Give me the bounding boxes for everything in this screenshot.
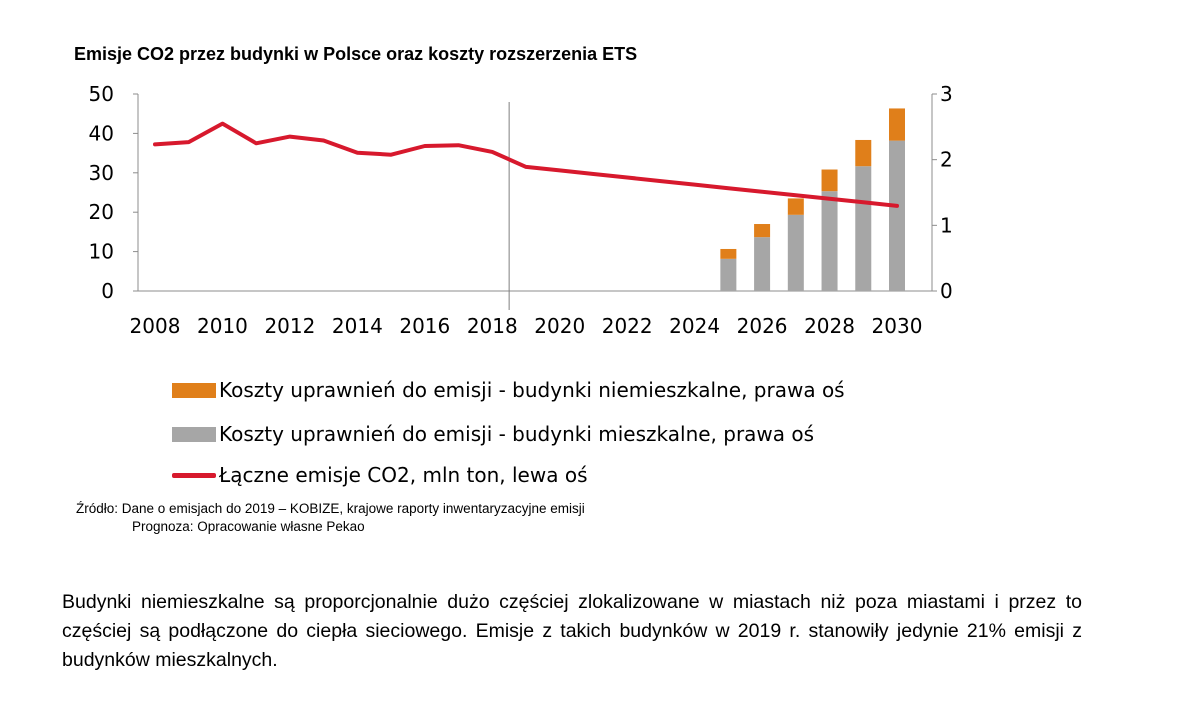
bar-residential-2025 xyxy=(720,258,737,291)
legend-label-residential: Koszty uprawnień do emisji - budynki mie… xyxy=(219,422,815,446)
right-tick-label: 2 xyxy=(940,148,953,172)
x-tick-label: 2012 xyxy=(264,314,315,338)
bar-nonresidential-2025 xyxy=(720,248,737,259)
bar-residential-2028 xyxy=(821,191,838,291)
x-tick-label: 2016 xyxy=(399,314,450,338)
x-tick-label: 2010 xyxy=(197,314,248,338)
left-tick-label: 10 xyxy=(89,240,114,264)
legend-swatch-residential xyxy=(172,426,216,442)
bar-nonresidential-2029 xyxy=(855,139,872,167)
left-tick-label: 0 xyxy=(101,279,114,303)
source-line-2: Prognoza: Opracowanie własne Pekao xyxy=(132,519,365,534)
bar-nonresidential-2027 xyxy=(787,198,804,215)
bar-residential-2030 xyxy=(889,140,905,291)
x-tick-label: 2014 xyxy=(332,314,383,338)
legend-swatch-nonresidential xyxy=(172,382,216,398)
left-tick-label: 20 xyxy=(89,200,114,224)
source-line-1: Źródło: Dane o emisjach do 2019 – KOBIZE… xyxy=(76,501,585,516)
body-paragraph: Budynki niemieszkalne są proporcjonalnie… xyxy=(62,591,1082,671)
legend-item-nonresidential: Koszty uprawnień do emisji - budynki nie… xyxy=(172,377,845,403)
right-tick-label: 3 xyxy=(940,82,953,106)
x-tick-label: 2028 xyxy=(804,314,855,338)
chart-axes xyxy=(137,94,933,310)
x-tick-label: 2018 xyxy=(467,314,518,338)
chart-title: Emisje CO2 przez budynki w Polsce oraz k… xyxy=(74,44,638,64)
legend-item-residential: Koszty uprawnień do emisji - budynki mie… xyxy=(172,421,814,447)
legend-label-emissions: Łączne emisje CO2, mln ton, lewa oś xyxy=(219,463,588,487)
emissions-line xyxy=(153,121,899,208)
bar-nonresidential-2026 xyxy=(754,224,771,238)
left-tick-label: 40 xyxy=(89,121,114,145)
bar-residential-2027 xyxy=(787,214,804,291)
x-tick-label: 2020 xyxy=(534,314,585,338)
legend-label-nonresidential: Koszty uprawnień do emisji - budynki nie… xyxy=(219,378,845,402)
bar-nonresidential-2030 xyxy=(889,108,905,141)
x-tick-label: 2008 xyxy=(130,314,181,338)
x-tick-label: 2022 xyxy=(602,314,653,338)
x-tick-label: 2024 xyxy=(669,314,720,338)
bar-residential-2029 xyxy=(855,166,872,291)
right-tick-label: 0 xyxy=(940,279,953,303)
legend-line-emissions xyxy=(172,472,216,478)
x-tick-label: 2030 xyxy=(872,314,923,338)
legend-item-emissions: Łączne emisje CO2, mln ton, lewa oś xyxy=(172,462,588,488)
left-tick-label: 50 xyxy=(89,82,114,106)
chart-bars xyxy=(720,108,905,291)
bar-residential-2026 xyxy=(754,237,771,291)
chart-line xyxy=(153,121,899,208)
left-tick-label: 30 xyxy=(89,161,114,185)
source-note: Źródło: Dane o emisjach do 2019 – KOBIZE… xyxy=(76,500,585,536)
right-tick-label: 1 xyxy=(940,213,953,237)
bar-nonresidential-2028 xyxy=(821,169,838,192)
x-tick-label: 2026 xyxy=(737,314,788,338)
